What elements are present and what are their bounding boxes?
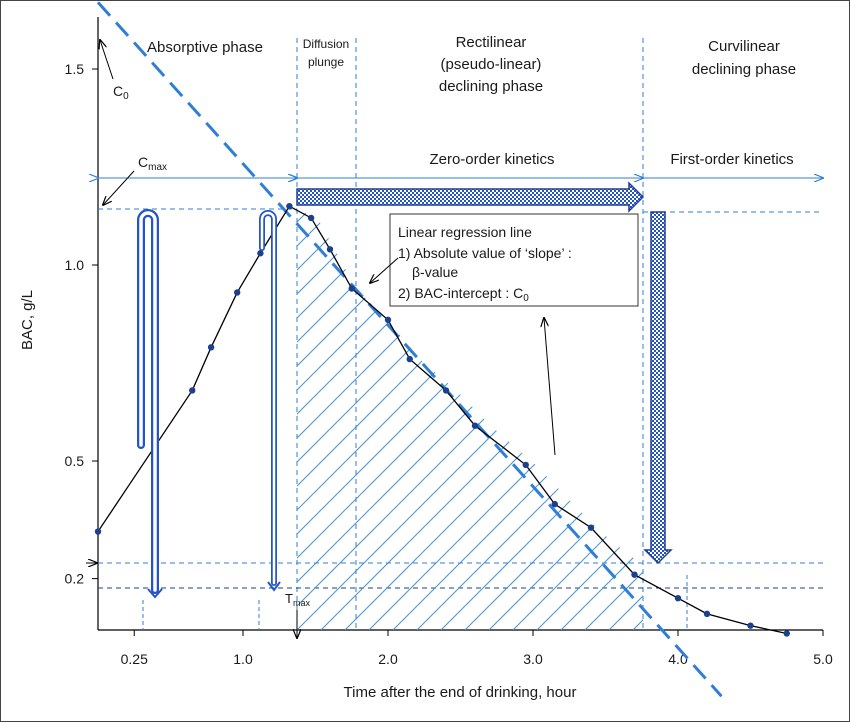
hatch-line <box>297 209 382 630</box>
absorption-u-arrowhead <box>147 588 163 599</box>
phase-label-diffusion-1: Diffusion <box>303 37 349 51</box>
y-tick-label-1: 0.5 <box>65 453 85 469</box>
x-tick-label-1: 1.0 <box>233 651 253 667</box>
y-tick-label-3: 1.5 <box>65 61 85 77</box>
absorption-u-arrow-outer <box>137 209 159 594</box>
cmax-pointer <box>103 170 135 205</box>
phase-label-curvilinear-2: declining phase <box>692 61 796 78</box>
hatch-line <box>705 210 850 630</box>
y-tick-group: 0.2 0.5 1.0 1.5 <box>65 61 98 587</box>
hatch-line <box>536 209 643 630</box>
regression-line <box>96 1 723 698</box>
hatch-line <box>297 209 358 630</box>
y-tick-label-2: 1.0 <box>65 257 85 273</box>
cmax-label: Cmax <box>138 154 167 173</box>
phase-label-curvilinear-1: Curvilinear <box>708 38 780 55</box>
box-line-4: 2) BAC-intercept : C0 <box>398 285 529 304</box>
hatch-line <box>753 210 850 630</box>
x-axis-title: Time after the end of drinking, hour <box>344 684 577 701</box>
hatch-line <box>801 210 850 630</box>
data-point-19 <box>747 622 754 629</box>
data-point-18 <box>703 610 711 618</box>
data-point-14 <box>551 500 558 508</box>
hatch-line <box>464 209 643 630</box>
x-tick-group: 0.25 1.0 2.0 3.0 4.0 5.0 <box>121 630 833 667</box>
hatch-line <box>512 209 643 630</box>
regression-info-box <box>389 213 639 307</box>
hatch-line <box>729 210 850 630</box>
data-point-8 <box>348 285 355 292</box>
hatch-line <box>777 210 850 630</box>
box-line-3: β-value <box>412 264 458 280</box>
data-point-13 <box>522 461 529 469</box>
hatch-line <box>608 209 643 630</box>
phase-label-diffusion-2: plunge <box>308 55 344 69</box>
data-point-5 <box>286 203 293 210</box>
hatch-line <box>825 210 850 630</box>
box-pointer-regression <box>544 318 556 456</box>
hatch-line <box>297 209 430 630</box>
box-line-2: 1) Absolute value of ‘slope’ : <box>398 245 572 261</box>
phase-label-absorptive: Absorptive phase <box>147 39 263 56</box>
data-point-10 <box>406 355 413 363</box>
zero-order-big-arrow <box>296 181 645 213</box>
x-tick-label-2: 2.0 <box>378 651 398 667</box>
tmax-label: Tmax <box>285 591 310 608</box>
tmax-u-arrow-outer <box>259 210 277 586</box>
box-line-1: Linear regression line <box>398 224 532 240</box>
data-point-0 <box>94 528 102 535</box>
c0-pointer <box>100 40 114 80</box>
zero-order-label: Zero-order kinetics <box>429 151 554 168</box>
data-point-16 <box>631 571 638 578</box>
data-point-4 <box>257 250 264 257</box>
data-point-6 <box>307 214 315 222</box>
hatch-line <box>681 210 850 630</box>
hatch-line <box>297 209 406 630</box>
data-point-2 <box>207 344 215 351</box>
x-tick-label-5: 5.0 <box>813 651 833 667</box>
hatch-line <box>488 209 643 630</box>
first-order-label: First-order kinetics <box>670 151 793 168</box>
x-tick-label-3: 3.0 <box>523 651 543 667</box>
hatch-line <box>657 210 850 630</box>
data-point-3 <box>234 289 241 296</box>
c0-label: C0 <box>113 83 129 102</box>
box-pointer-curve <box>370 257 399 283</box>
y-axis-title: BAC, g/L <box>19 290 36 350</box>
hatch-line <box>0 210 237 630</box>
data-point-9 <box>384 316 392 324</box>
data-point-15 <box>587 524 595 531</box>
data-point-7 <box>326 246 334 253</box>
hatch-line <box>297 209 334 630</box>
first-order-down-arrow <box>643 211 673 565</box>
tmax-u-arrow-inner <box>260 211 276 585</box>
data-point-17 <box>674 595 682 602</box>
data-point-20 <box>783 630 790 637</box>
phase-label-rectilinear-1: Rectilinear <box>456 34 527 51</box>
bac-points <box>94 203 790 637</box>
data-point-12 <box>471 422 479 429</box>
phase-label-rectilinear-2: (pseudo-linear) <box>441 56 542 73</box>
hatch-line <box>440 209 643 630</box>
tmax-u-arrowhead <box>267 581 281 592</box>
hatch-line <box>560 209 643 630</box>
phase-label-rectilinear-3: declining phase <box>439 78 543 95</box>
y-tick-label-0: 0.2 <box>65 571 85 587</box>
absorption-u-arrow-inner <box>139 211 157 592</box>
hatch-line <box>0 210 261 630</box>
data-point-11 <box>442 387 450 394</box>
data-point-1 <box>189 387 196 394</box>
x-tick-label-0: 0.25 <box>121 651 148 667</box>
